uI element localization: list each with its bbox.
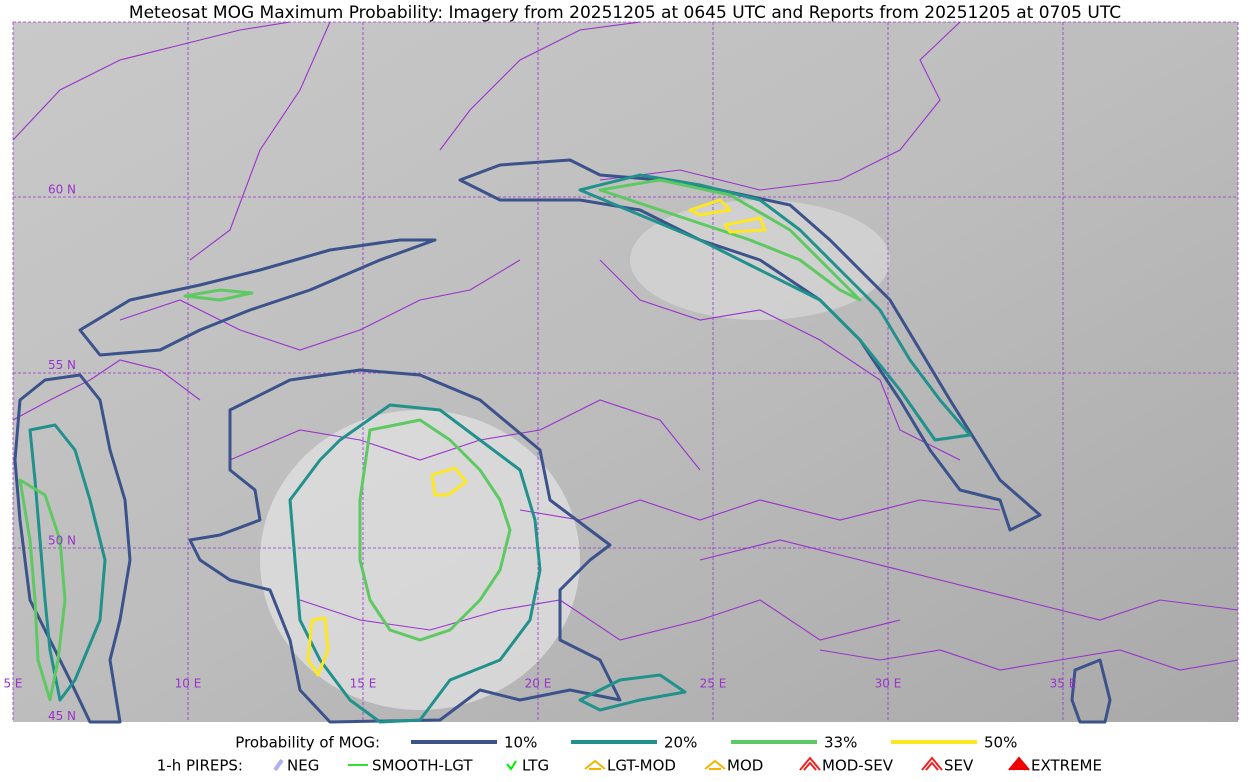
contour: [578, 173, 972, 442]
contour: [306, 466, 468, 677]
contour: [13, 373, 132, 724]
contour: [78, 238, 437, 357]
cloud: [260, 410, 580, 710]
contour: [688, 198, 767, 234]
contours: [13, 158, 1112, 724]
borders: [12, 21, 1239, 671]
legend-label: EXTREME: [1031, 757, 1102, 775]
legend-label: LTG: [522, 757, 549, 775]
lat-label: 50 N: [48, 534, 76, 548]
map-labels: 5 E 10 E 15 E 20 E 25 E 30 E 35 E 60 N 55 N 50 N 4…: [3, 183, 1076, 724]
grid: [12, 21, 1239, 722]
lon-label: 20 E: [525, 677, 552, 691]
pirep-symbol: [921, 756, 943, 771]
pirep-symbol: [273, 758, 284, 772]
lat-label: 60 N: [48, 183, 76, 197]
legend-label: 50%: [984, 734, 1017, 752]
contour: [28, 423, 107, 702]
lon-label: 35 E: [1050, 677, 1077, 691]
contour: [183, 288, 254, 302]
pirep-symbol: [704, 759, 726, 770]
legend-label: 33%: [824, 734, 857, 752]
legend-label: 20%: [664, 734, 697, 752]
lat-label: 45 N: [48, 709, 76, 723]
pirep-symbol: [1008, 756, 1030, 771]
legend-label: 10%: [504, 734, 537, 752]
pirep-symbol: [584, 759, 606, 770]
legend: Probability of MOG: 10% 20% 33% 50% 1-h PIREP…: [157, 734, 1102, 775]
satellite-imagery: [13, 22, 1238, 722]
title: Meteosat MOG Maximum Probability: Imager…: [129, 3, 1121, 23]
legend-label: SEV: [944, 757, 974, 775]
contour: [188, 368, 622, 724]
legend-title: Probability of MOG:: [235, 734, 380, 752]
lon-label: 30 E: [875, 677, 902, 691]
contour: [18, 478, 67, 702]
legend-label: MOD: [727, 757, 763, 775]
map: [12, 21, 1239, 724]
contour: [288, 403, 542, 724]
contour: [1070, 658, 1112, 724]
lon-label: 10 E: [175, 677, 202, 691]
legend-title: 1-h PIREPS:: [157, 757, 243, 775]
lon-label: 15 E: [350, 677, 377, 691]
legend-label: SMOOTH-LGT: [372, 757, 473, 775]
legend-label: NEG: [287, 757, 319, 775]
lon-label: 25 E: [700, 677, 727, 691]
lat-label: 55 N: [48, 358, 76, 372]
contour: [358, 418, 512, 642]
lon-label: 5 E: [3, 677, 22, 691]
pirep-symbol: [506, 760, 517, 771]
legend-label: MOD-SEV: [822, 757, 894, 775]
legend-label: LGT-MOD: [607, 757, 676, 775]
contour: [578, 673, 687, 712]
pirep-symbol: [799, 756, 821, 771]
